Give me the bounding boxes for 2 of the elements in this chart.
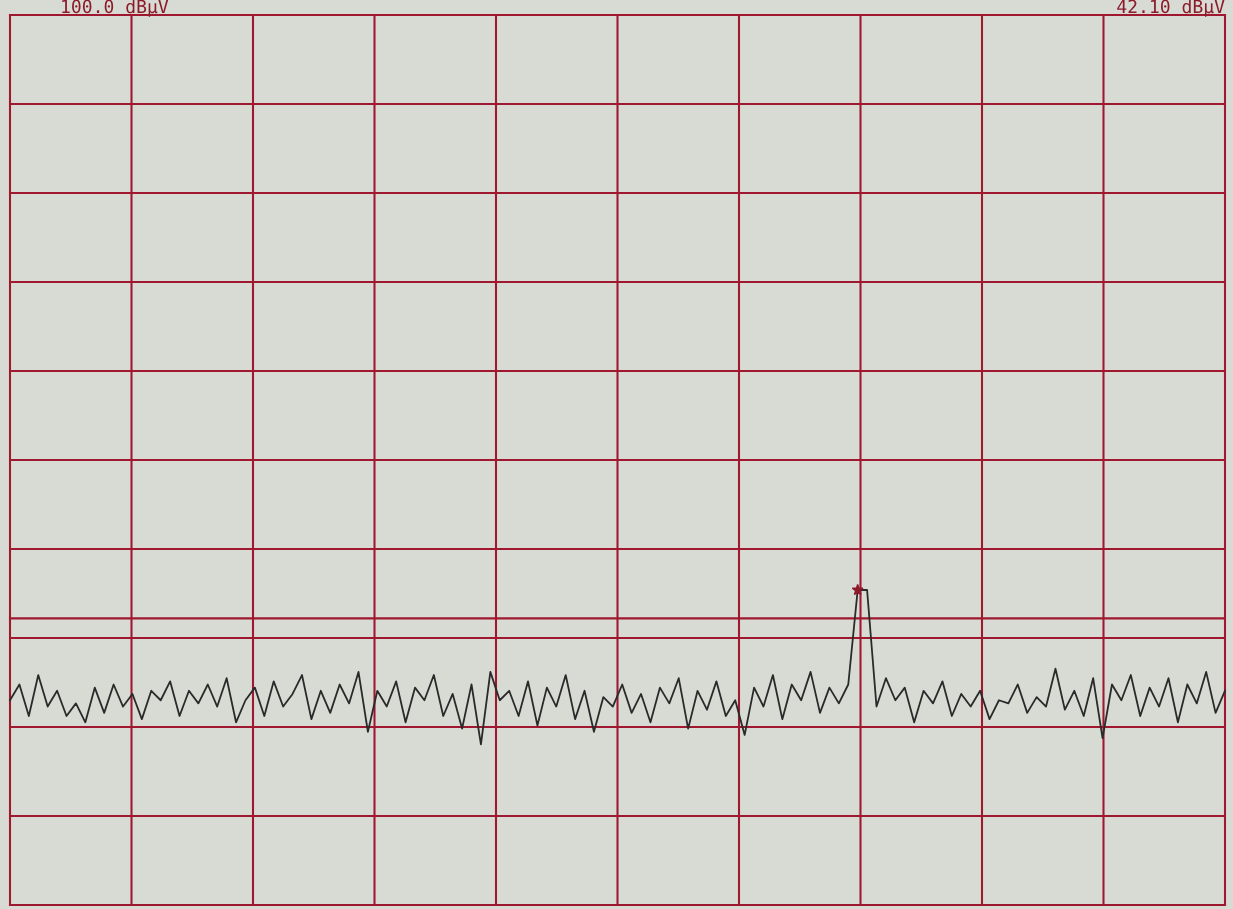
text: 100.0 dBµV (62, 0, 169, 17)
text: 42.10 dBµV (1117, 0, 1225, 17)
